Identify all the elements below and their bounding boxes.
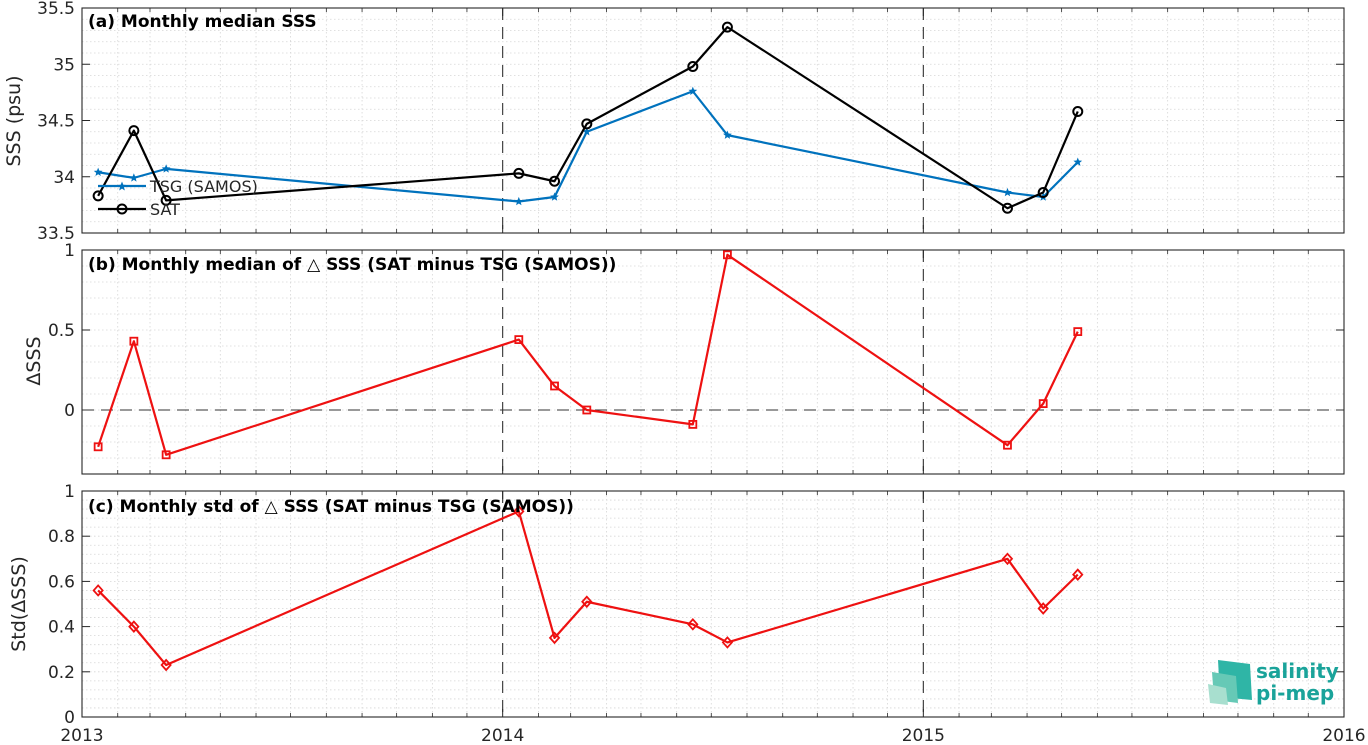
ytick-label: 0.6 <box>48 572 75 592</box>
axes-frame <box>81 249 1345 475</box>
data-point <box>92 190 104 202</box>
data-point <box>1003 440 1012 450</box>
xtick-label: 2014 <box>481 726 524 745</box>
data-point <box>581 595 593 609</box>
data-point <box>1001 202 1013 214</box>
data-point <box>1001 552 1014 566</box>
data-point <box>687 617 699 631</box>
ytick-label: 0.4 <box>48 618 75 638</box>
data-point <box>688 419 698 429</box>
data-point <box>93 167 103 176</box>
panel-b-title: (b) Monthly median of △ SSS (SAT minus T… <box>88 255 616 275</box>
data-point <box>723 130 732 139</box>
data-point <box>93 442 103 452</box>
data-point <box>1073 327 1083 337</box>
data-point <box>550 381 559 391</box>
data-point <box>1037 187 1049 198</box>
panel-a: 33.5 34 34.5 35 35.5 <box>37 0 1345 244</box>
series-line <box>97 253 1079 456</box>
data-point <box>1072 568 1084 581</box>
data-point <box>128 125 140 137</box>
data-point <box>1038 399 1048 409</box>
plot-area <box>82 250 1344 474</box>
data-point <box>581 118 593 130</box>
ytick-label: 1 <box>64 241 75 261</box>
panel-b-ylabel: ΔSSS <box>23 336 45 385</box>
series-line <box>97 26 1079 210</box>
legend-sat-marker <box>116 203 128 215</box>
ytick-label: 0 <box>64 401 75 421</box>
ytick-label: 0 <box>64 708 75 728</box>
legend-tsg-label: TSG (SAMOS) <box>149 177 258 196</box>
data-point <box>548 631 561 645</box>
data-point <box>514 335 524 345</box>
logo-line1: salinity <box>1256 659 1339 683</box>
ytick-label: 35 <box>53 55 75 75</box>
data-point <box>550 192 559 201</box>
data-point <box>129 336 139 346</box>
panel-c-ylabel: Std(ΔSSS) <box>8 556 30 652</box>
data-point <box>721 21 733 33</box>
ytick-label: 34 <box>53 168 75 188</box>
data-point <box>688 86 698 95</box>
ytick-label: 0.2 <box>48 663 75 683</box>
data-point <box>723 250 732 260</box>
panel-b: 00.51 <box>48 241 1345 475</box>
logo-line2: pi-mep <box>1256 681 1334 705</box>
legend: TSG (SAMOS) SAT <box>98 177 258 219</box>
xtick-label: 2013 <box>60 726 103 745</box>
axes-frame <box>81 490 1345 718</box>
ytick-label: 35.5 <box>37 0 75 19</box>
xtick-label: 2015 <box>902 726 945 745</box>
data-point <box>513 504 525 518</box>
data-point <box>161 164 171 173</box>
xtick-label: 2016 <box>1322 726 1365 745</box>
legend-tsg-marker <box>117 181 127 191</box>
series-line <box>97 510 1079 667</box>
data-point <box>582 127 592 136</box>
data-point <box>161 450 171 460</box>
data-point <box>129 173 139 182</box>
data-point <box>160 194 172 206</box>
data-point <box>128 620 140 633</box>
plot-area <box>82 8 1344 233</box>
ytick-label: 0.8 <box>48 527 75 547</box>
axes-frame <box>81 7 1345 234</box>
ytick-label: 33.5 <box>37 224 75 244</box>
salinity-pi-mep-logo: salinity pi-mep <box>1208 659 1339 705</box>
data-point <box>160 658 172 672</box>
data-point <box>92 584 104 597</box>
data-point <box>549 175 561 187</box>
data-point <box>514 196 524 206</box>
data-point <box>1073 157 1083 166</box>
data-point <box>582 405 592 415</box>
logo-wave-icon <box>1208 660 1252 705</box>
ytick-label: 1 <box>64 482 75 502</box>
data-point <box>1072 106 1084 117</box>
ytick-label: 34.5 <box>37 112 75 132</box>
panel-c-title: (c) Monthly std of △ SSS (SAT minus TSG … <box>88 497 574 517</box>
legend-sat-label: SAT <box>150 200 180 219</box>
data-point <box>1003 187 1012 197</box>
data-point <box>721 636 734 649</box>
data-point <box>1037 602 1049 615</box>
ytick-label: 0.5 <box>48 321 75 341</box>
panel-c: 0 0.2 0.4 0.6 0.8 1 2013 2014 2015 2016 <box>48 482 1366 745</box>
data-point <box>513 167 525 179</box>
plot-area <box>82 491 1344 717</box>
data-point <box>687 61 699 72</box>
panel-a-title: (a) Monthly median SSS <box>88 12 317 32</box>
panel-a-ylabel: SSS (psu) <box>3 75 25 166</box>
